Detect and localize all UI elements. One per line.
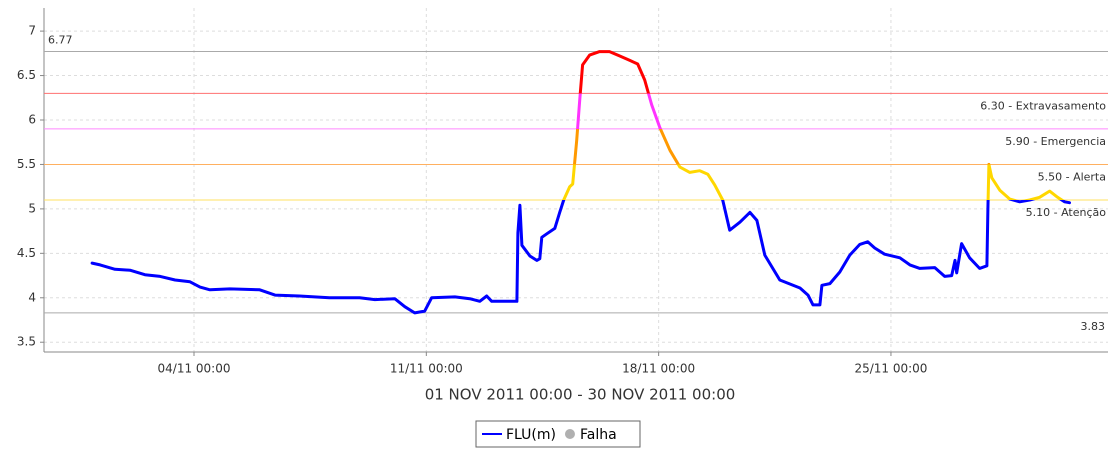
data-line bbox=[90, 50, 1071, 315]
threshold-label: 6.30 - Extravasamento bbox=[980, 99, 1106, 112]
x-tick-label: 18/11 00:00 bbox=[622, 362, 695, 376]
legend-label: FLU(m) bbox=[506, 427, 556, 443]
y-tick-label: 3.5 bbox=[17, 335, 36, 349]
threshold-label: 5.50 - Alerta bbox=[1038, 170, 1106, 183]
y-tick-label: 5.5 bbox=[17, 157, 36, 171]
x-tick-label: 04/11 00:00 bbox=[158, 362, 231, 376]
legend-box bbox=[475, 420, 641, 448]
extreme-label: 6.77 bbox=[48, 34, 73, 47]
y-tick-label: 4 bbox=[28, 290, 36, 304]
threshold-label: 5.90 - Emergencia bbox=[1005, 135, 1106, 148]
legend-marker bbox=[564, 429, 575, 439]
x-tick-label: 25/11 00:00 bbox=[854, 362, 927, 376]
x-axis-label: 01 NOV 2011 00:00 - 30 NOV 2011 00:00 bbox=[425, 386, 736, 404]
y-tick-label: 4.5 bbox=[17, 246, 36, 260]
y-tick-label: 7 bbox=[28, 24, 36, 38]
threshold-label: 5.10 - Atenção bbox=[1026, 206, 1107, 219]
y-tick-label: 6 bbox=[28, 113, 36, 127]
y-tick-label: 6.5 bbox=[17, 68, 36, 82]
y-tick-label: 5 bbox=[28, 201, 36, 215]
legend-label: Falha bbox=[580, 427, 617, 443]
x-tick-label: 11/11 00:00 bbox=[390, 362, 463, 376]
extreme-label: 3.83 bbox=[1081, 320, 1106, 333]
